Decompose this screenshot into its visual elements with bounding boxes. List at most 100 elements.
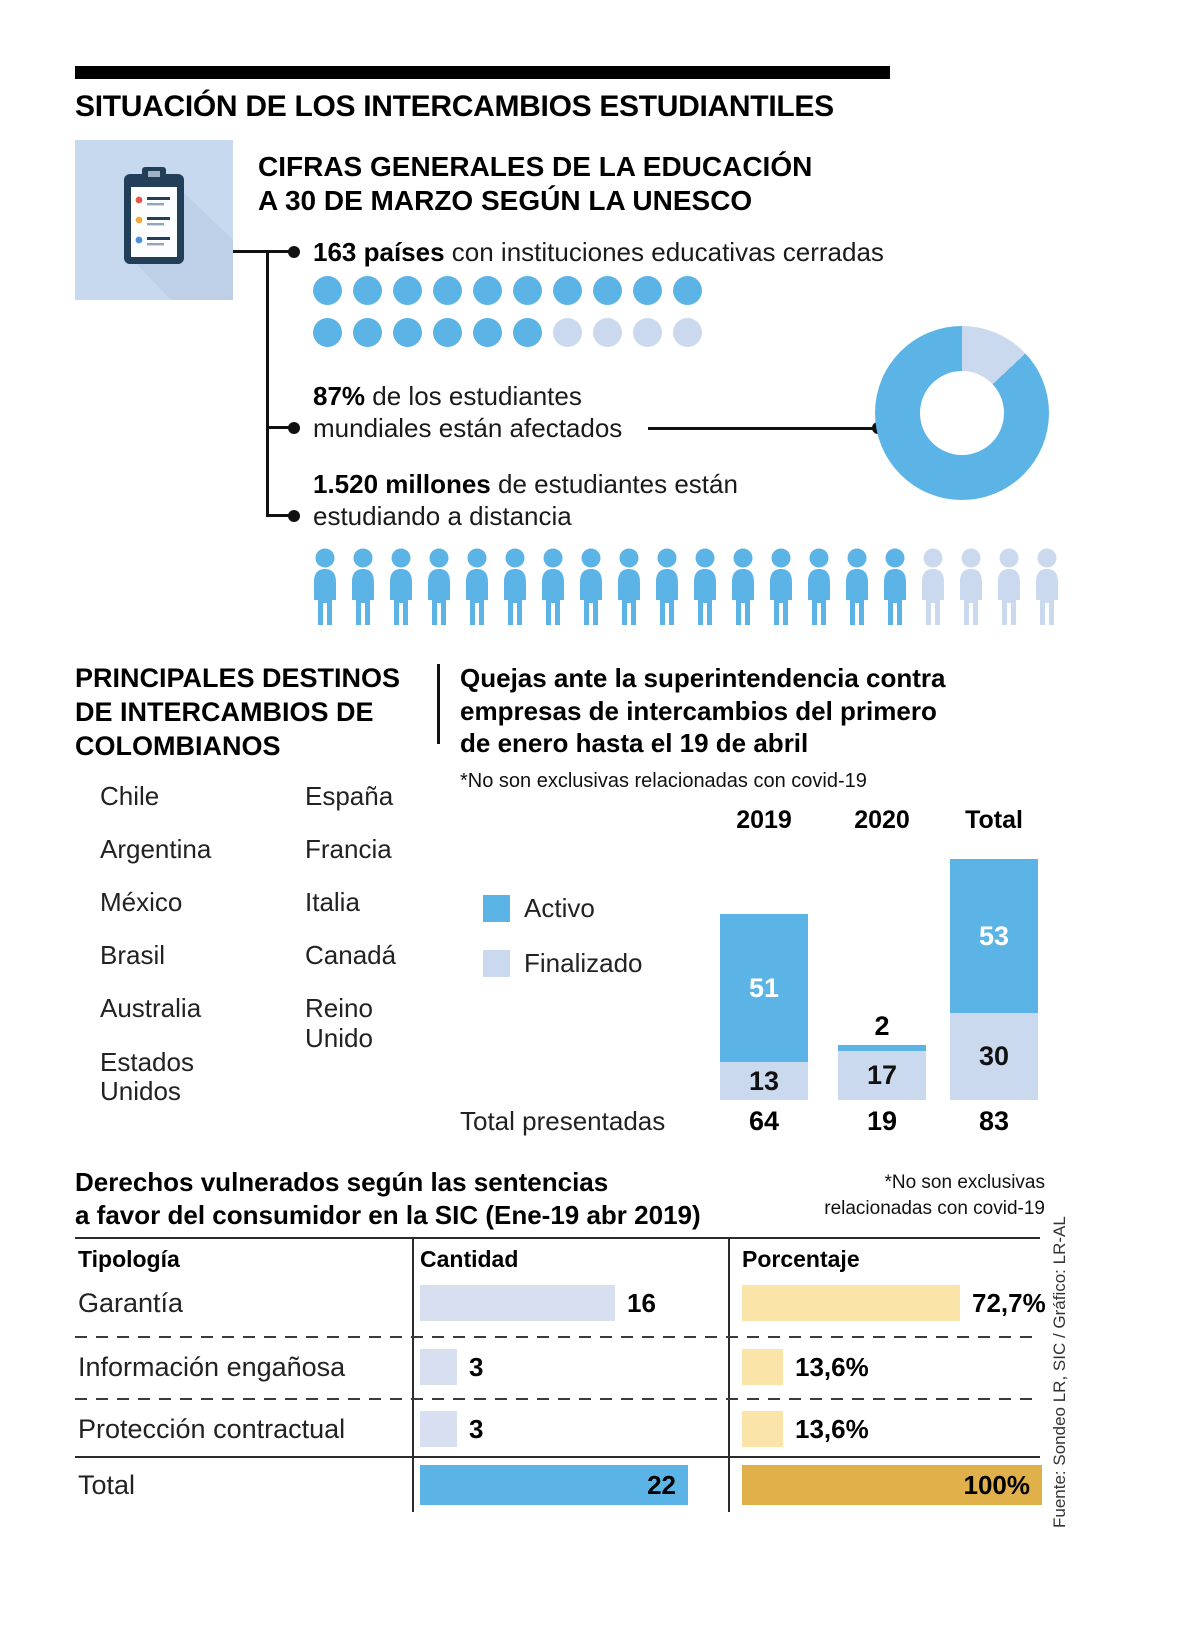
list-bullet-icon: [280, 843, 293, 856]
table-row: Protección contractual 3 13,6%: [75, 1406, 1040, 1452]
rights-title-line2: a favor del consumidor en la SIC (Ene-19…: [75, 1199, 701, 1230]
page-title: SITUACIÓN DE LOS INTERCAMBIOS ESTUDIANTI…: [75, 90, 834, 123]
quejas-title-line1: Quejas ante la superintendencia contra: [460, 663, 946, 693]
student-icon: [384, 548, 418, 626]
porcentaje-value: 72,7%: [972, 1287, 1046, 1318]
list-item: Chile: [75, 781, 270, 811]
list-item: Canadá: [280, 941, 425, 970]
connector-line: [266, 514, 291, 517]
country-dot: [593, 318, 622, 347]
unesco-heading-line1: CIFRAS GENERALES DE LA EDUCACIÓN: [258, 151, 813, 182]
dashed-separator: [75, 1398, 1040, 1400]
list-bullet-icon: [280, 949, 293, 962]
fact-affected-bold: 87%: [313, 381, 366, 411]
row-tipologia: Total: [78, 1470, 136, 1500]
porcentaje-bar-2: [742, 1411, 783, 1447]
country-dot: [633, 318, 662, 347]
porcentaje-bar-1: [742, 1349, 783, 1385]
quejas-bar-2: 53 30: [950, 828, 1038, 1100]
legend-activo: Activo: [483, 893, 595, 924]
country-dot: [393, 318, 422, 347]
segment-finalizado: 17: [838, 1051, 926, 1100]
country-dot: [353, 318, 382, 347]
destination-label: Argentina: [100, 834, 212, 865]
pointer-line: [648, 427, 878, 430]
row-tipologia: Garantía: [78, 1288, 184, 1318]
list-item: Argentina: [75, 834, 270, 865]
country-dot: [433, 276, 462, 305]
student-icon: [308, 548, 342, 626]
clipboard-icon-svg: [75, 140, 233, 300]
porcentaje-bar-3: 100%: [742, 1465, 1042, 1505]
porcentaje-cell: 72,7%: [742, 1280, 1046, 1326]
legend-finalizado: Finalizado: [483, 948, 643, 979]
country-dot: [433, 318, 462, 347]
destinations-title-line3: COLOMBIANOS: [75, 730, 281, 761]
fact-distance: 1.520 millones de estudiantes están estud…: [313, 468, 738, 532]
destination-label: Italia: [305, 887, 360, 918]
list-item: Reino Unido: [280, 994, 425, 1052]
bar-category-2020: 2020: [854, 806, 910, 834]
destinations-column-2: España Francia Italia Canadá Reino Unido: [280, 781, 425, 1077]
legend-activo-label: Activo: [524, 893, 595, 923]
country-dot: [353, 276, 382, 305]
porcentaje-bar-0: [742, 1285, 960, 1321]
segment-activo: 53: [950, 859, 1038, 1013]
fact-affected: 87% de los estudiantes mundiales están af…: [313, 380, 622, 444]
quejas-bar-1: 2 17: [838, 828, 926, 1100]
segment-activo-value: 51: [748, 972, 780, 1003]
porcentaje-cell: 13,6%: [742, 1406, 869, 1452]
cantidad-value: 3: [469, 1413, 484, 1444]
top-rule: [75, 66, 890, 79]
student-icon: [916, 548, 950, 626]
student-icon: [992, 548, 1026, 626]
table-row-total: Total 22 100%: [75, 1462, 1042, 1508]
unesco-heading-line2: A 30 DE MARZO SEGÚN LA UNESCO: [258, 185, 753, 217]
source-credit: Fuente: Sondeo LR, SIC / Gráfico: LR-AL: [1050, 1216, 1069, 1528]
cantidad-cell: 22: [420, 1462, 688, 1508]
student-icon: [840, 548, 874, 626]
destination-label: Estados Unidos: [100, 1046, 194, 1106]
segment-finalizado-value: 30: [978, 1041, 1010, 1071]
student-icon: [346, 548, 380, 626]
column-header-tipologia: Tipología: [78, 1246, 180, 1272]
row-tipologia: Protección contractual: [78, 1414, 346, 1444]
country-dot: [513, 276, 542, 305]
table-row: Garantía 16 72,7%: [75, 1280, 1046, 1326]
cantidad-bar-1: [420, 1349, 457, 1385]
list-bullet-icon: [280, 1002, 293, 1015]
connector-line: [233, 250, 291, 253]
countries-dots: [313, 276, 702, 347]
segment-activo: 51: [720, 914, 808, 1062]
segment-activo-value: 2: [874, 1011, 890, 1041]
rights-title-line1: Derechos vulnerados según las sentencias: [75, 1167, 609, 1197]
cantidad-cell: 3: [420, 1406, 483, 1452]
quejas-bar-0: 51 13: [720, 828, 808, 1100]
cantidad-value: 16: [627, 1287, 656, 1318]
country-dot: [513, 318, 542, 347]
destinations-title-line2: DE INTERCAMBIOS DE: [75, 696, 374, 727]
cantidad-bar-2: [420, 1411, 457, 1447]
list-bullet-icon: [75, 790, 88, 803]
student-icon: [726, 548, 760, 626]
list-bullet-icon: [75, 1002, 88, 1015]
destination-label: Francia: [305, 834, 392, 865]
destination-label: Chile: [100, 781, 160, 811]
segment-activo-value: 53: [978, 920, 1010, 951]
student-icon: [460, 548, 494, 626]
solid-separator: [75, 1456, 1040, 1458]
quejas-title-line3: de enero hasta el 19 de abril: [460, 728, 809, 758]
student-icon: [954, 548, 988, 626]
list-item: Brasil: [75, 941, 270, 970]
list-item: México: [75, 888, 270, 917]
porcentaje-cell: 100%: [742, 1462, 1042, 1508]
cantidad-value: 3: [469, 1351, 484, 1382]
fact-affected-line2: mundiales están afectados: [313, 413, 623, 443]
affected-donut: [875, 326, 1049, 500]
segment-finalizado: 13: [720, 1062, 808, 1100]
fact-countries-bold: 163 países: [313, 237, 445, 267]
destinations-title: PRINCIPALES DESTINOS DE INTERCAMBIOS DE …: [75, 662, 400, 763]
connector-stem: [266, 250, 269, 517]
students-pictogram: [308, 548, 1064, 626]
porcentaje-value: 13,6%: [795, 1413, 869, 1444]
